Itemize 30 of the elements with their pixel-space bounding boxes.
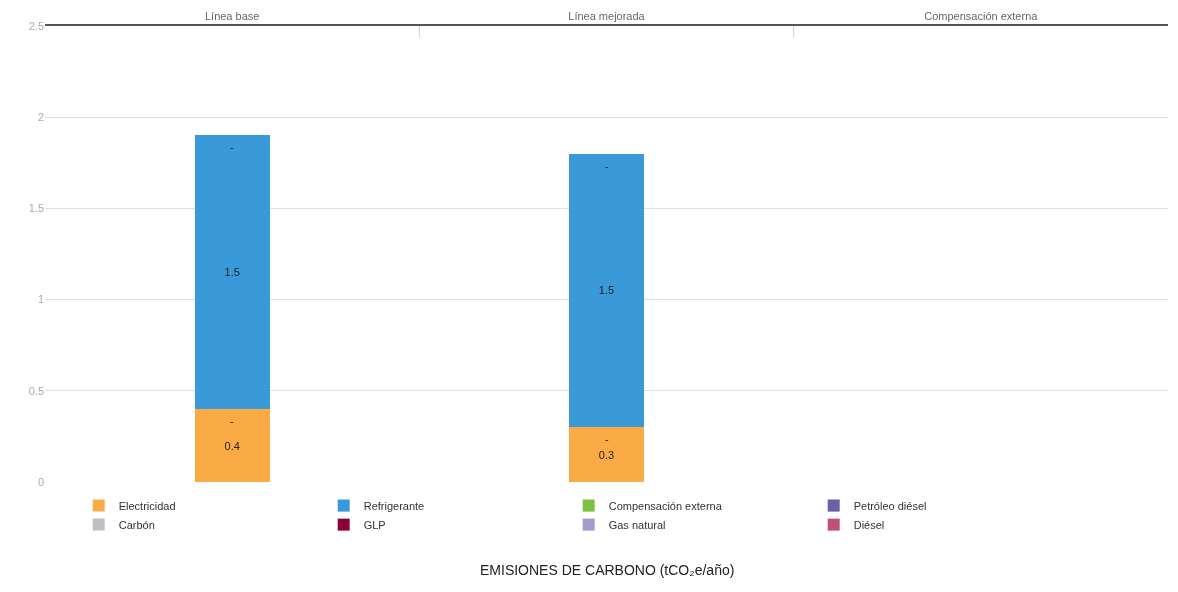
annotation: - [230,141,234,153]
legend-label: Petróleo diésel [853,499,927,512]
annotation: - [605,160,609,172]
data-label: 1.5 [598,284,615,297]
legend-label: Gas natural [608,518,666,531]
text: EMISIONES DE CARBONO (tCO₂e/año) [480,562,735,578]
legend-label: Electricidad [118,499,176,512]
y-tick-label: 1 [37,293,44,306]
x-tick-label: Línea mejorada [568,9,646,22]
y-tick-label: 0.5 [28,384,44,397]
bar [194,135,270,410]
y-tick-label: 2.5 [28,19,44,32]
bar [569,427,644,482]
bar [194,409,270,482]
legend-label: Diésel [853,518,885,531]
annotation: - [605,433,609,445]
data-label: 0.4 [224,439,240,452]
legend-label: Refrigerante [363,499,425,512]
annotation: - [230,415,234,427]
y-tick-label: 1.5 [28,202,44,215]
x-tick-label: Compensación externa [924,9,1039,22]
x-tick-label: Línea base [204,9,260,22]
y-tick-label: 0 [37,475,44,488]
legend-label: Carbón [118,518,155,531]
legend-label: GLP [363,518,386,531]
legend-label: Compensación externa [608,499,723,512]
y-tick-label: 2 [37,111,44,124]
bar [569,153,644,428]
data-label: 1.5 [224,266,240,279]
data-label: 0.3 [598,448,615,461]
